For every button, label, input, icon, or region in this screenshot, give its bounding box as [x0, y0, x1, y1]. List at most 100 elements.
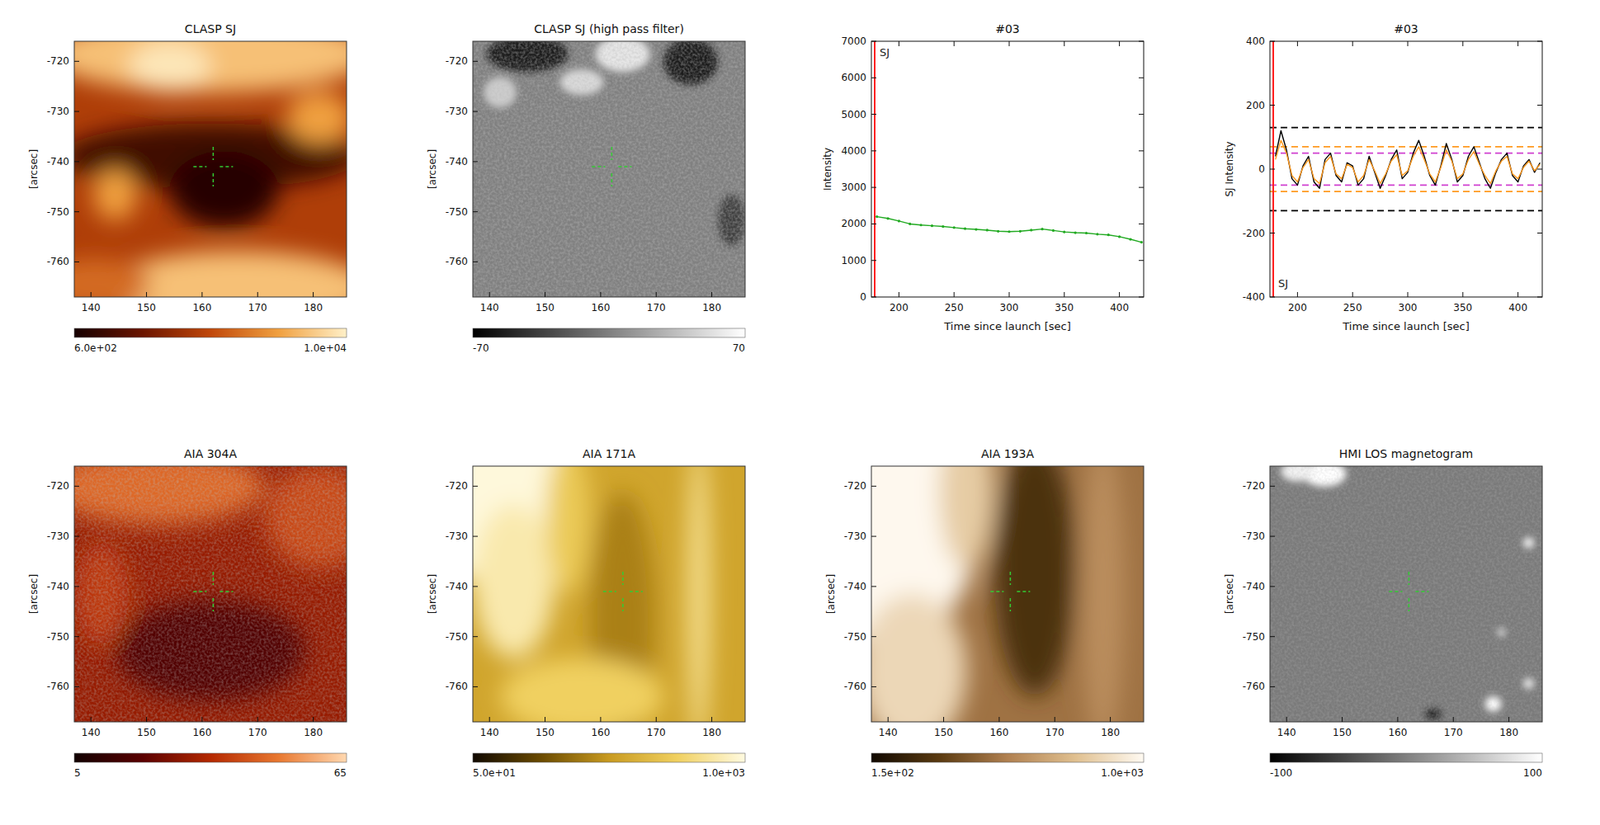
y-tick [472, 585, 478, 587]
crosshair-arm [212, 173, 215, 187]
y-tick [1138, 297, 1144, 298]
y-tick-label: 400 [1246, 35, 1265, 48]
y-tick [472, 61, 478, 62]
colorbar [472, 328, 746, 338]
x-tick [599, 717, 601, 723]
x-tick [1517, 41, 1519, 47]
y-tick [74, 536, 80, 538]
plot-data [1269, 41, 1543, 298]
crosshair-arm [219, 590, 233, 593]
x-tick-label: 400 [1508, 302, 1528, 314]
series-point [1107, 233, 1110, 236]
x-tick-label: 160 [590, 302, 610, 314]
y-tick-label: 6000 [840, 71, 867, 84]
x-tick [1118, 41, 1120, 47]
crosshair-arm [1010, 598, 1012, 612]
image-feature [286, 92, 347, 144]
crosshair-arm [611, 173, 614, 187]
y-tick-label: -760 [47, 680, 70, 693]
series-point [1029, 228, 1033, 232]
y-tick [1138, 150, 1144, 152]
y-tick-label: -760 [445, 680, 468, 693]
y-tick-label: -750 [844, 631, 867, 643]
y-tick [74, 636, 80, 638]
event-line [873, 41, 876, 298]
panel: HMI LOS magnetogram-100100[arcsec]140150… [1223, 447, 1543, 779]
x-tick [1407, 41, 1409, 47]
series-point [996, 230, 1000, 233]
series-line [1275, 140, 1541, 184]
y-tick [1269, 169, 1275, 170]
x-tick [489, 292, 491, 298]
x-tick-label: 160 [590, 726, 610, 739]
panel: AIA 193A1.5e+021.0e+03[arcsec]1401501601… [789, 389, 1144, 779]
series-point [875, 215, 878, 218]
x-tick [312, 717, 314, 723]
x-tick [257, 717, 259, 723]
y-tick [472, 111, 478, 113]
reference-line [1269, 190, 1543, 193]
x-tick [201, 717, 203, 723]
y-tick [1138, 41, 1144, 43]
series-point [1140, 240, 1143, 244]
y-tick-label: 7000 [840, 35, 867, 48]
y-tick [74, 585, 80, 587]
image-structure [871, 466, 1125, 723]
y-tick-label: -720 [445, 55, 468, 67]
plot-frame [472, 41, 746, 298]
x-tick [489, 717, 491, 723]
x-tick [1517, 292, 1519, 298]
x-tick [1462, 292, 1464, 298]
y-tick-label: -760 [844, 680, 867, 693]
plot-ground [1269, 41, 1543, 298]
y-tick [871, 636, 877, 638]
y-tick-label: 1000 [840, 254, 867, 267]
x-tick-label: 150 [136, 726, 156, 739]
y-tick [1269, 486, 1275, 487]
x-tick-label: 160 [192, 302, 212, 314]
panel: AIA 171A5.0e+011.0e+03[arcsec]1401501601… [405, 402, 746, 780]
plot-frame [472, 466, 746, 723]
x-tick-label: 150 [535, 302, 555, 314]
y-tick [1537, 297, 1543, 298]
plot-ground [871, 41, 1144, 298]
panel-title: HMI LOS magnetogram [1339, 447, 1473, 461]
series-point [908, 222, 911, 226]
y-tick [871, 150, 877, 152]
colorbar-label: 5 [74, 767, 81, 779]
y-tick [871, 113, 877, 115]
y-tick-label: -730 [1242, 530, 1265, 543]
x-tick [201, 292, 203, 298]
colorbar [1269, 753, 1543, 763]
x-tick-label: 170 [1045, 726, 1065, 739]
x-tick [1109, 717, 1111, 723]
series-point [1019, 230, 1022, 233]
image-feature [994, 466, 1077, 697]
colorbar-label: 100 [1523, 767, 1543, 779]
image-feature [939, 466, 995, 569]
plot-frame [1269, 466, 1543, 723]
crosshair-arm [1010, 571, 1012, 586]
x-tick-label: 170 [646, 302, 666, 314]
y-tick [871, 187, 877, 189]
x-tick [943, 717, 944, 723]
image-feature [1080, 466, 1125, 723]
y-axis-title: [arcsec] [426, 149, 439, 189]
series-point [974, 227, 977, 231]
x-tick-label: 200 [1288, 302, 1308, 314]
y-tick-label: -750 [445, 631, 468, 643]
colorbar [74, 753, 347, 763]
reference-line [1269, 184, 1543, 187]
y-tick [472, 160, 478, 162]
y-tick [74, 686, 80, 688]
crosshair-arm [622, 598, 624, 612]
y-tick-label: 200 [1246, 99, 1265, 112]
image-ground [472, 41, 746, 298]
panel-title: CLASP SJ (high pass filter) [533, 22, 685, 36]
crosshair-arm [212, 598, 215, 612]
y-tick [871, 77, 877, 79]
x-tick-label: 170 [248, 726, 268, 739]
series-point [1128, 237, 1132, 241]
panel-title: AIA 304A [184, 447, 237, 461]
colorbar-label: 1.0e+04 [303, 342, 347, 354]
